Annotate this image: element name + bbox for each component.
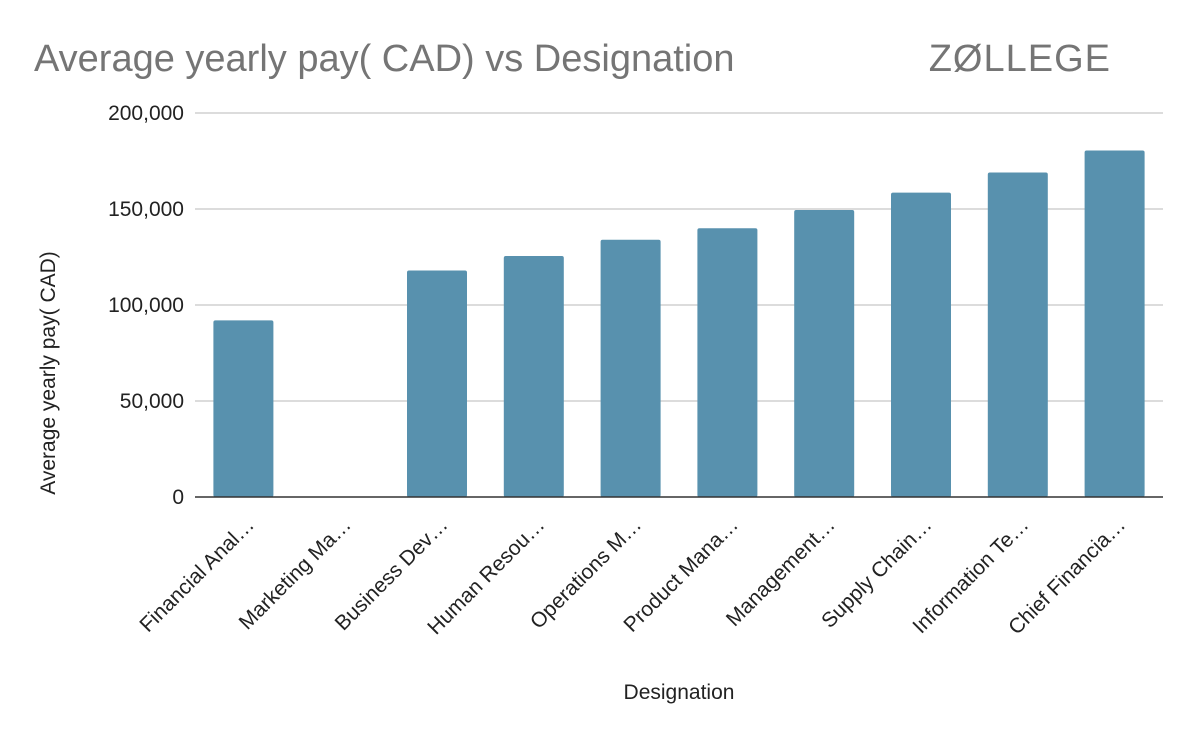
bar <box>213 320 274 497</box>
y-tick-label: 150,000 <box>108 198 184 221</box>
y-tick-label: 0 <box>172 486 184 509</box>
x-axis-label: Designation <box>624 681 735 704</box>
y-axis-label: Average yearly pay( CAD) <box>37 251 60 495</box>
bar <box>794 209 855 497</box>
bar <box>697 228 758 497</box>
x-axis-ticks: Financial Anal…Marketing Ma…Business Dev… <box>135 513 1130 639</box>
brand-logo: ZØLLEGE <box>929 38 1111 80</box>
bar <box>1084 150 1145 497</box>
y-tick-label: 100,000 <box>108 294 184 317</box>
bar <box>891 192 951 497</box>
bar <box>600 239 661 497</box>
y-axis-ticks: 0 50,000 100,000 150,000 200,000 <box>108 102 184 509</box>
bar <box>407 270 467 497</box>
chart-title: Average yearly pay( CAD) vs Designation <box>34 38 735 80</box>
y-tick-label: 50,000 <box>120 390 184 413</box>
y-tick-label: 200,000 <box>108 102 184 125</box>
bar <box>503 256 564 497</box>
bar <box>987 172 1048 497</box>
bars <box>213 150 1145 497</box>
